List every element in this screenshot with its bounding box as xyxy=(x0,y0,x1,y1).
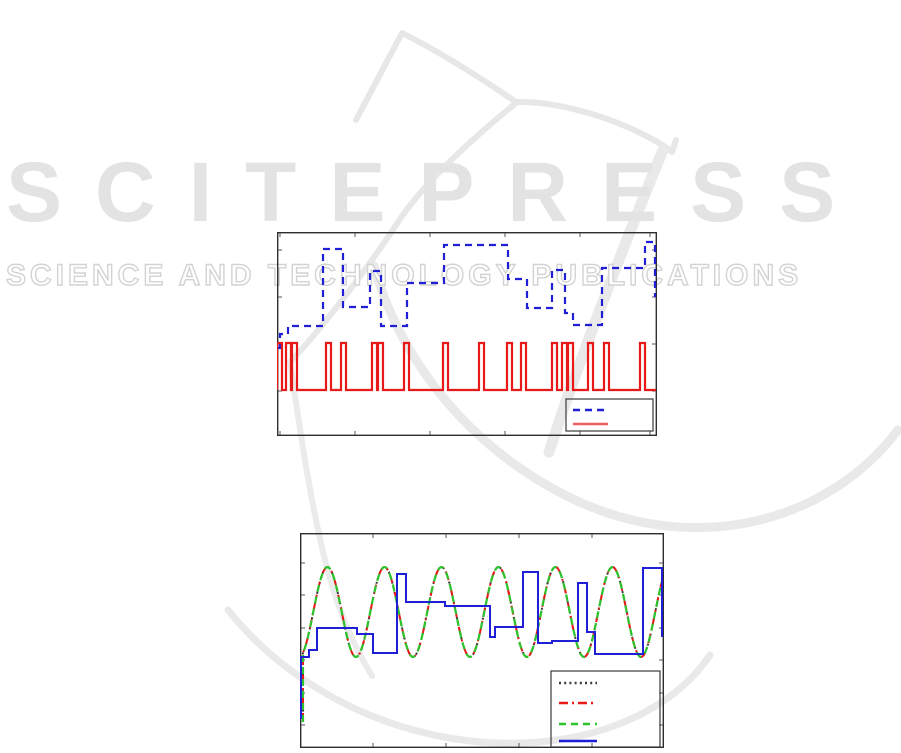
watermark-lower-swoosh xyxy=(224,606,714,747)
scitepress-tagline-text: SCIENCE AND TECHNOLOGY PUBLICATIONS xyxy=(5,259,803,292)
watermark-left-swoosh xyxy=(287,359,375,679)
figure1-step-and-pulse-chart xyxy=(277,232,657,436)
plot-frame xyxy=(277,232,657,436)
green-dashed-sine-estimate-series xyxy=(301,566,664,722)
watermark-flag-left-edge xyxy=(353,30,519,123)
watermark-big-swoosh xyxy=(369,261,901,533)
watermark-flag-stem-band xyxy=(543,144,669,458)
blue-dashed-step-series xyxy=(278,240,657,350)
blue-solid-step-series xyxy=(300,567,663,719)
plot-frame xyxy=(300,533,664,748)
legend-box xyxy=(550,670,661,748)
legend-box xyxy=(565,398,654,432)
black-dotted-sine-reference-series xyxy=(302,566,663,722)
watermark-fold-swoosh xyxy=(287,100,519,365)
scitepress-logo-text: SCITEPRESS xyxy=(6,145,869,239)
red-dashdot-sine-estimate-series xyxy=(302,566,663,722)
figure2-sine-tracking-chart xyxy=(300,533,664,748)
red-pulse-train-series xyxy=(277,341,656,392)
